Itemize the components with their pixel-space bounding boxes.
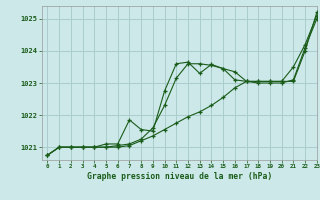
X-axis label: Graphe pression niveau de la mer (hPa): Graphe pression niveau de la mer (hPa) bbox=[87, 172, 272, 181]
